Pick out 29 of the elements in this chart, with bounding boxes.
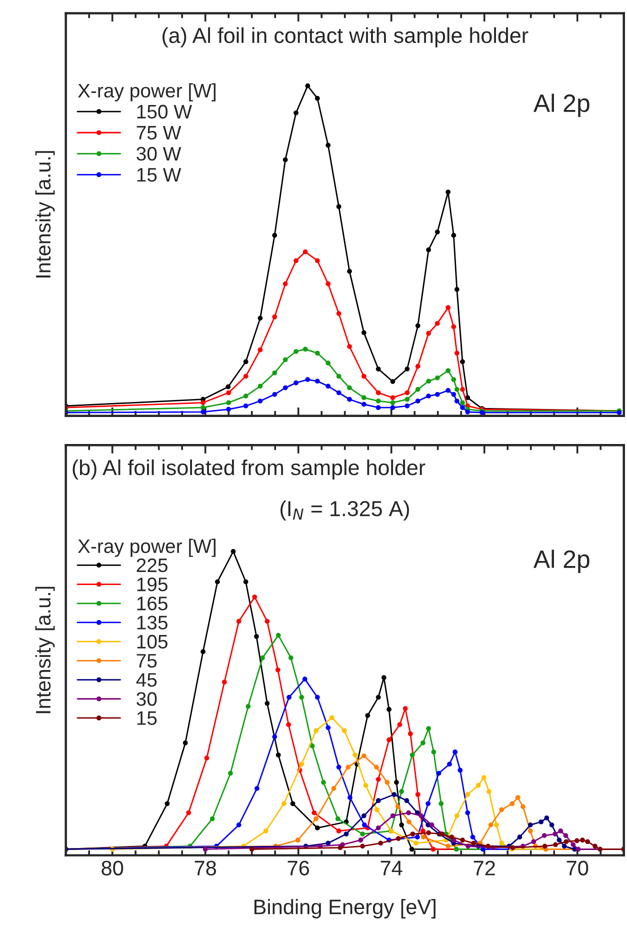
x-axis-title: Binding Energy [eV]: [254, 899, 436, 918]
x-tick-label: 76: [288, 860, 310, 876]
legend-label: 150 W: [137, 104, 192, 119]
legend-label: 105: [137, 634, 168, 649]
x-tick-label: 74: [380, 860, 402, 876]
x-tick-label: 80: [102, 860, 124, 876]
legend-label: 75 W: [136, 126, 182, 140]
legend-label: 45: [136, 673, 157, 687]
legend-title: X-ray power [W]: [78, 538, 216, 557]
legend-label: 30 W: [136, 146, 182, 161]
x-tick-label: 70: [566, 860, 588, 876]
chart-subtitle: (I$_{N}$ = 1.325 A): [280, 500, 409, 521]
legend-label: 15: [137, 711, 157, 725]
chart-title: (a) Al foil in contact with sample holder: [162, 27, 528, 48]
legend-label: 225: [136, 558, 168, 572]
legend-label: 30: [136, 692, 157, 706]
chart-title: (b) Al foil isolated from sample holder: [72, 459, 426, 480]
y-axis-title: Intensity [a.u.]: [35, 586, 55, 714]
legend-label: 15 W: [137, 168, 182, 182]
x-tick-label: 78: [194, 860, 216, 876]
annotation: Al 2p: [533, 94, 590, 118]
legend-label: 75: [136, 654, 157, 668]
legend-label: 195: [137, 578, 168, 592]
y-axis-title: Intensity [a.u.]: [35, 151, 55, 278]
legend-label: 165: [137, 596, 168, 610]
legend-label: 135: [137, 616, 168, 630]
x-tick-label: 72: [474, 860, 495, 876]
annotation: Al 2p: [533, 550, 590, 574]
legend-title: X-ray power [W]: [78, 83, 216, 102]
